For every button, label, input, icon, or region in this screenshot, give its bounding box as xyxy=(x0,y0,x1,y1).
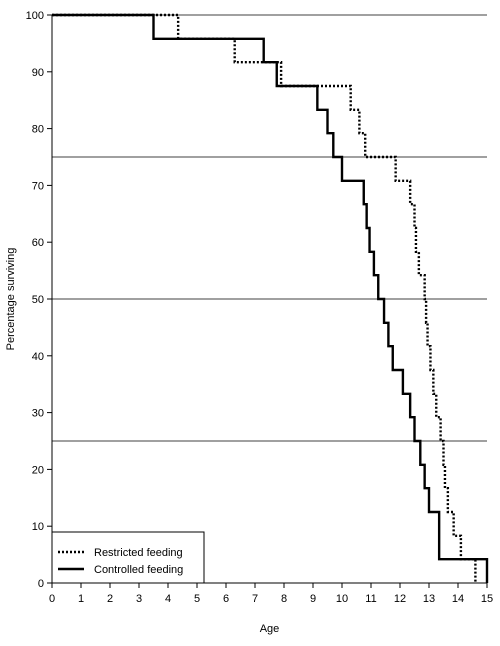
x-tick-label: 3 xyxy=(136,593,142,605)
x-tick-label: 13 xyxy=(423,593,435,605)
series xyxy=(52,13,489,583)
y-tick-label: 0 xyxy=(38,578,44,590)
ticks: 0 1 2 3 4 5 6 7 8 9 10 11 12 13 14 15010203040506070809… xyxy=(26,10,493,605)
y-tick-label: 20 xyxy=(32,464,44,476)
y-tick-label: 40 xyxy=(32,351,44,363)
x-axis-title: Age xyxy=(260,623,280,635)
legend: Restricted feeding Controlled feeding xyxy=(51,531,205,584)
series-restricted-feeding-line xyxy=(52,13,477,583)
legend-box xyxy=(51,531,205,584)
x-tick-label: 10 xyxy=(336,593,348,605)
legend-label-controlled: Controlled feeding xyxy=(94,564,183,576)
x-tick-label: 5 xyxy=(194,593,200,605)
x-tick-label: 9 xyxy=(310,593,316,605)
x-tick-label: 1 xyxy=(78,593,84,605)
y-tick-label: 60 xyxy=(32,237,44,249)
y-tick-label: 80 xyxy=(32,124,44,136)
y-tick-label: 10 xyxy=(32,521,44,533)
x-tick-label: 12 xyxy=(394,593,406,605)
y-axis-title: Percentage surviving xyxy=(5,248,17,351)
series-controlled-feeding-line xyxy=(52,13,489,583)
reference-lines xyxy=(52,14,487,442)
legend-label-restricted: Restricted feeding xyxy=(94,547,183,559)
y-tick-label: 100 xyxy=(26,10,44,22)
x-tick-label: 8 xyxy=(281,593,287,605)
x-tick-label: 7 xyxy=(252,593,258,605)
x-tick-label: 4 xyxy=(165,593,171,605)
x-tick-label: 11 xyxy=(365,593,376,605)
y-tick-label: 70 xyxy=(32,180,44,192)
y-tick-label: 90 xyxy=(32,67,44,79)
x-tick-label: 15 xyxy=(481,593,493,605)
x-tick-label: 14 xyxy=(452,593,464,605)
x-tick-label: 6 xyxy=(223,593,229,605)
y-tick-label: 30 xyxy=(32,408,44,420)
x-tick-label: 2 xyxy=(107,593,113,605)
y-tick-label: 50 xyxy=(32,294,44,306)
x-tick-label: 0 xyxy=(49,593,55,605)
